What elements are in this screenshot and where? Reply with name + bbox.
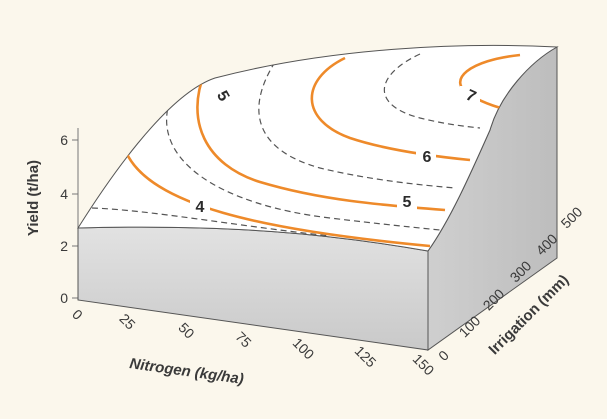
contour-label-bg-6: [416, 147, 436, 165]
contour-label-bg-5a: [213, 86, 233, 106]
y-tick-label-500: 500: [558, 203, 586, 231]
contour-dashed-3: [258, 61, 456, 189]
y-tick-label-0: 0: [435, 347, 452, 364]
z-axis-title: Yield (t/ha): [25, 160, 42, 236]
x-tick-label-125: 125: [352, 343, 380, 371]
contour-label-bg-4: [190, 198, 210, 216]
x-tick-label-25: 25: [116, 310, 138, 332]
contour-dashed-1: [91, 207, 331, 237]
contour-dashed-2: [165, 99, 441, 231]
surface-front-face: [77, 226, 429, 351]
z-tick-label-0: 0: [60, 290, 68, 306]
z-tick-label-6: 6: [60, 132, 68, 148]
contour-line-5: [196, 71, 446, 212]
contour-line-4: [124, 151, 431, 248]
z-tick-label-4: 4: [60, 186, 68, 202]
x-tick-label-75: 75: [232, 328, 254, 350]
z-tick-label-2: 2: [60, 238, 68, 254]
x-axis-title: Nitrogen (kg/ha): [129, 355, 245, 388]
x-tick-label-50: 50: [175, 319, 197, 341]
contour-label-bg-7: [460, 86, 480, 106]
x-tick-label-0: 0: [69, 306, 86, 323]
contour-label-4: 4: [196, 199, 205, 216]
x-tick-label-100: 100: [290, 335, 318, 363]
contour-dashed-4: [383, 53, 481, 129]
x-tick-label-150: 150: [410, 351, 438, 379]
contour-label-5b: 5: [403, 194, 412, 211]
contour-label-6: 6: [423, 149, 432, 166]
contour-label-bg-5b: [397, 192, 417, 210]
